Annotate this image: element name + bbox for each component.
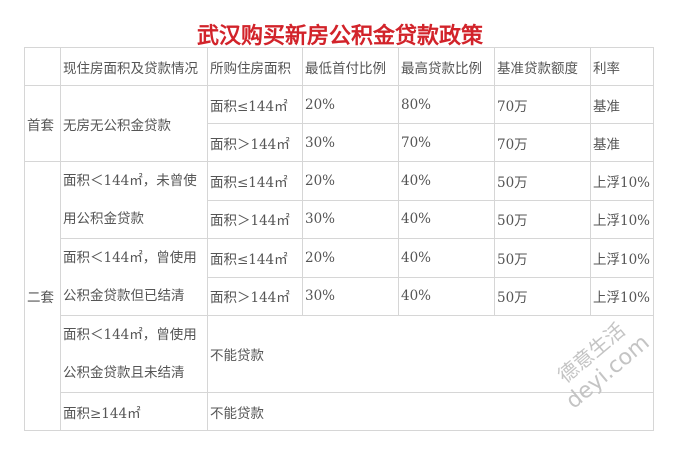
rate-cell: 基准 xyxy=(590,123,654,162)
group-second: 二套 xyxy=(24,161,61,431)
table-row: 面积＞144㎡ 30% 70% 70万 基准 xyxy=(25,123,654,162)
amount-cell: 50万 xyxy=(494,161,591,201)
header-cell: 利率 xyxy=(590,47,654,86)
situation-cell: 面积≥144㎡ xyxy=(60,392,208,431)
loan-cell: 40% xyxy=(398,199,495,239)
table-row: 二套 面积＜144㎡，未曾使用公积金贷款 面积≤144㎡ 20% 40% 50万… xyxy=(24,161,654,431)
loan-cell: 40% xyxy=(398,276,495,316)
rate-cell: 上浮10% xyxy=(590,199,654,239)
table-row: 面积＞144㎡ 30% 40% 50万 上浮10% xyxy=(25,199,654,239)
table-row: 面积＜144㎡，曾使用公积金贷款且未结清 不能贷款 xyxy=(25,315,654,393)
header-cell: 现住房面积及贷款情况 xyxy=(60,47,208,86)
table-row: 面积＜144㎡，曾使用公积金贷款但已结清 面积≤144㎡ 20% 40% 50万… xyxy=(25,238,654,316)
rate-cell: 上浮10% xyxy=(590,276,654,316)
table-header-row: 现住房面积及贷款情况 所购住房面积 最低首付比例 最高贷款比例 基准贷款额度 利… xyxy=(24,47,654,86)
down-cell: 30% xyxy=(302,276,399,316)
result-cell: 不能贷款 xyxy=(207,315,654,393)
amount-cell: 50万 xyxy=(494,276,591,316)
policy-table: 现住房面积及贷款情况 所购住房面积 最低首付比例 最高贷款比例 基准贷款额度 利… xyxy=(24,47,654,431)
rate-cell: 上浮10% xyxy=(590,161,654,201)
situation-cell: 面积＜144㎡，曾使用公积金贷款但已结清 xyxy=(60,238,208,316)
situation-cell: 面积＜144㎡，未曾使用公积金贷款 xyxy=(60,161,208,239)
loan-cell: 70% xyxy=(398,123,495,162)
group-first: 首套 xyxy=(24,85,61,162)
page-title: 武汉购买新房公积金贷款政策 xyxy=(196,24,483,49)
header-cell: 基准贷款额度 xyxy=(494,47,591,86)
table-row: 面积＞144㎡ 30% 40% 50万 上浮10% xyxy=(25,276,654,316)
area-cell: 面积＞144㎡ xyxy=(207,199,303,239)
area-cell: 面积＞144㎡ xyxy=(207,123,303,162)
table-row: 首套 无房无公积金贷款 面积≤144㎡ 20% 80% 70万 基准 xyxy=(24,85,654,162)
area-cell: 面积≤144㎡ xyxy=(207,161,303,201)
situation-cell: 面积＜144㎡，曾使用公积金贷款且未结清 xyxy=(60,315,208,393)
down-cell: 30% xyxy=(302,199,399,239)
area-cell: 面积≤144㎡ xyxy=(207,85,303,124)
down-cell: 20% xyxy=(302,238,399,278)
amount-cell: 50万 xyxy=(494,199,591,239)
amount-cell: 70万 xyxy=(494,123,591,162)
rate-cell: 上浮10% xyxy=(590,238,654,278)
loan-cell: 40% xyxy=(398,161,495,201)
area-cell: 面积≤144㎡ xyxy=(207,238,303,278)
amount-cell: 70万 xyxy=(494,85,591,124)
loan-cell: 40% xyxy=(398,238,495,278)
down-cell: 30% xyxy=(302,123,399,162)
down-cell: 20% xyxy=(302,161,399,201)
header-cell: 最低首付比例 xyxy=(302,47,399,86)
amount-cell: 50万 xyxy=(494,238,591,278)
down-cell: 20% xyxy=(302,85,399,124)
situation-cell: 无房无公积金贷款 xyxy=(60,85,208,162)
header-cell xyxy=(24,47,61,86)
result-cell: 不能贷款 xyxy=(207,392,654,431)
rate-cell: 基准 xyxy=(590,85,654,124)
area-cell: 面积＞144㎡ xyxy=(207,276,303,316)
header-cell: 所购住房面积 xyxy=(207,47,303,86)
loan-cell: 80% xyxy=(398,85,495,124)
table-row: 面积≥144㎡ 不能贷款 xyxy=(25,392,654,431)
header-cell: 最高贷款比例 xyxy=(398,47,495,86)
